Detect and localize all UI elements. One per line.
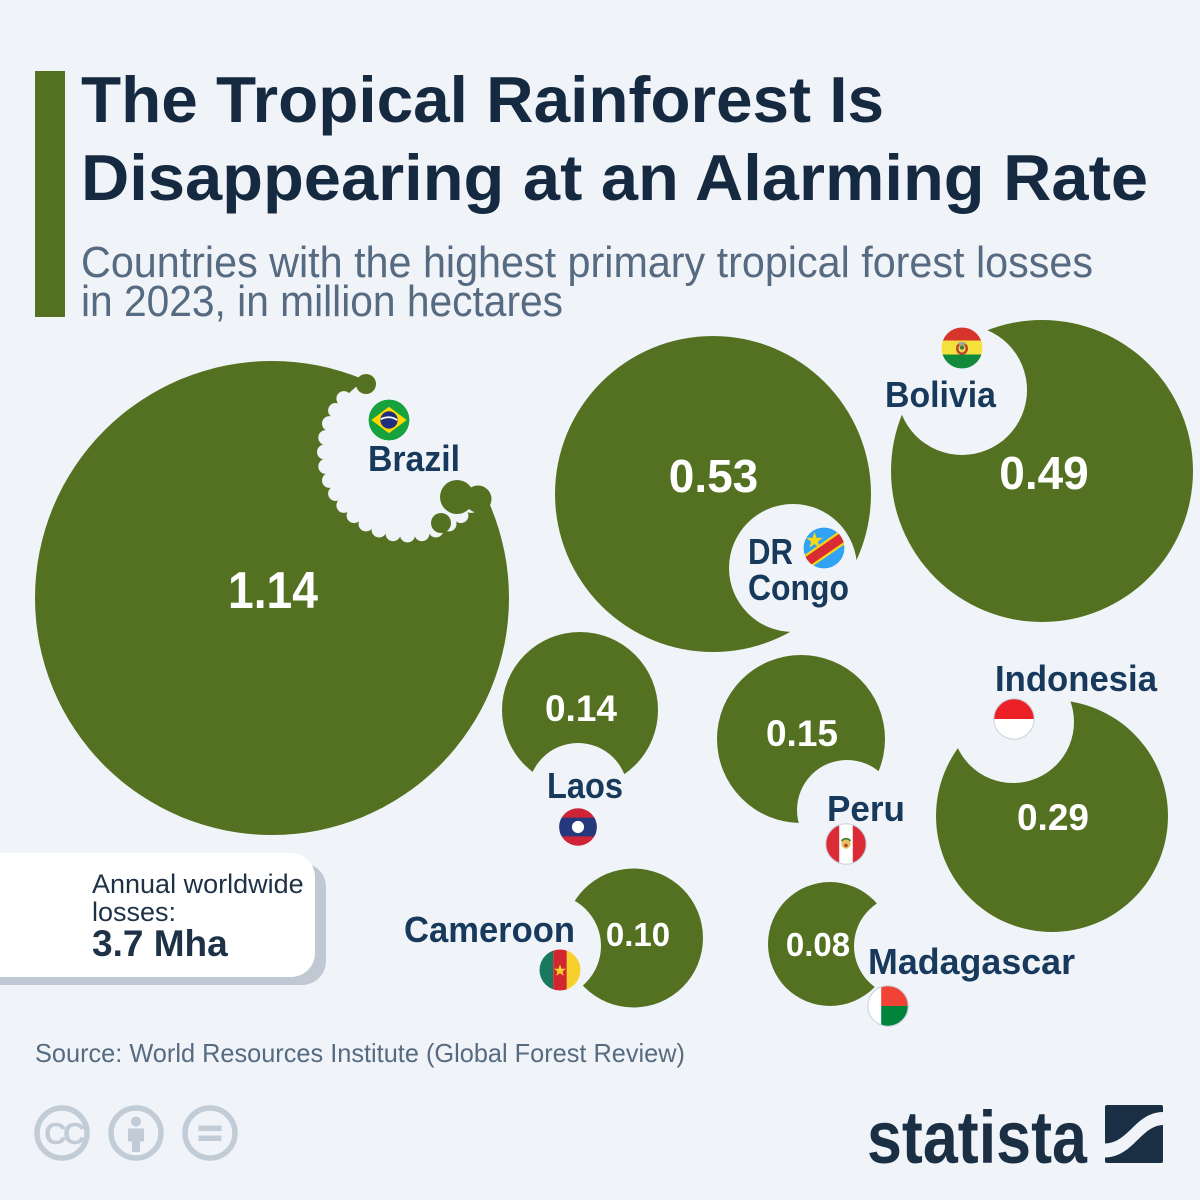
svg-text:CC: CC bbox=[44, 1116, 85, 1151]
svg-text:Madagascar: Madagascar bbox=[868, 941, 1075, 982]
svg-text:Brazil: Brazil bbox=[368, 438, 460, 479]
svg-text:0.29: 0.29 bbox=[1017, 797, 1089, 838]
svg-text:Congo: Congo bbox=[748, 567, 849, 608]
svg-text:Cameroon: Cameroon bbox=[404, 909, 575, 950]
svg-text:Bolivia: Bolivia bbox=[885, 374, 997, 415]
svg-text:The Tropical Rainforest Is: The Tropical Rainforest Is bbox=[81, 63, 884, 136]
svg-text:0.10: 0.10 bbox=[606, 916, 670, 953]
svg-text:0.14: 0.14 bbox=[545, 688, 617, 729]
svg-text:Disappearing at an Alarming Ra: Disappearing at an Alarming Rate bbox=[81, 141, 1148, 214]
svg-text:0.49: 0.49 bbox=[999, 447, 1089, 499]
svg-text:Indonesia: Indonesia bbox=[995, 658, 1158, 699]
svg-text:Laos: Laos bbox=[547, 765, 623, 806]
svg-text:statista: statista bbox=[867, 1097, 1088, 1180]
svg-text:Source: World Resources Instit: Source: World Resources Institute (Globa… bbox=[35, 1038, 685, 1068]
svg-text:Peru: Peru bbox=[827, 788, 905, 829]
svg-text:losses:: losses: bbox=[92, 897, 176, 927]
svg-text:Annual worldwide: Annual worldwide bbox=[92, 869, 304, 899]
svg-text:0.08: 0.08 bbox=[786, 926, 850, 963]
svg-text:DR: DR bbox=[748, 531, 793, 572]
svg-text:in 2023, in million hectares: in 2023, in million hectares bbox=[81, 277, 563, 326]
svg-text:Countries with the highest pri: Countries with the highest primary tropi… bbox=[81, 238, 1093, 287]
svg-text:1.14: 1.14 bbox=[228, 562, 318, 620]
svg-text:0.53: 0.53 bbox=[669, 450, 759, 502]
svg-text:0.15: 0.15 bbox=[766, 713, 838, 754]
svg-text:3.7 Mha: 3.7 Mha bbox=[92, 923, 228, 964]
